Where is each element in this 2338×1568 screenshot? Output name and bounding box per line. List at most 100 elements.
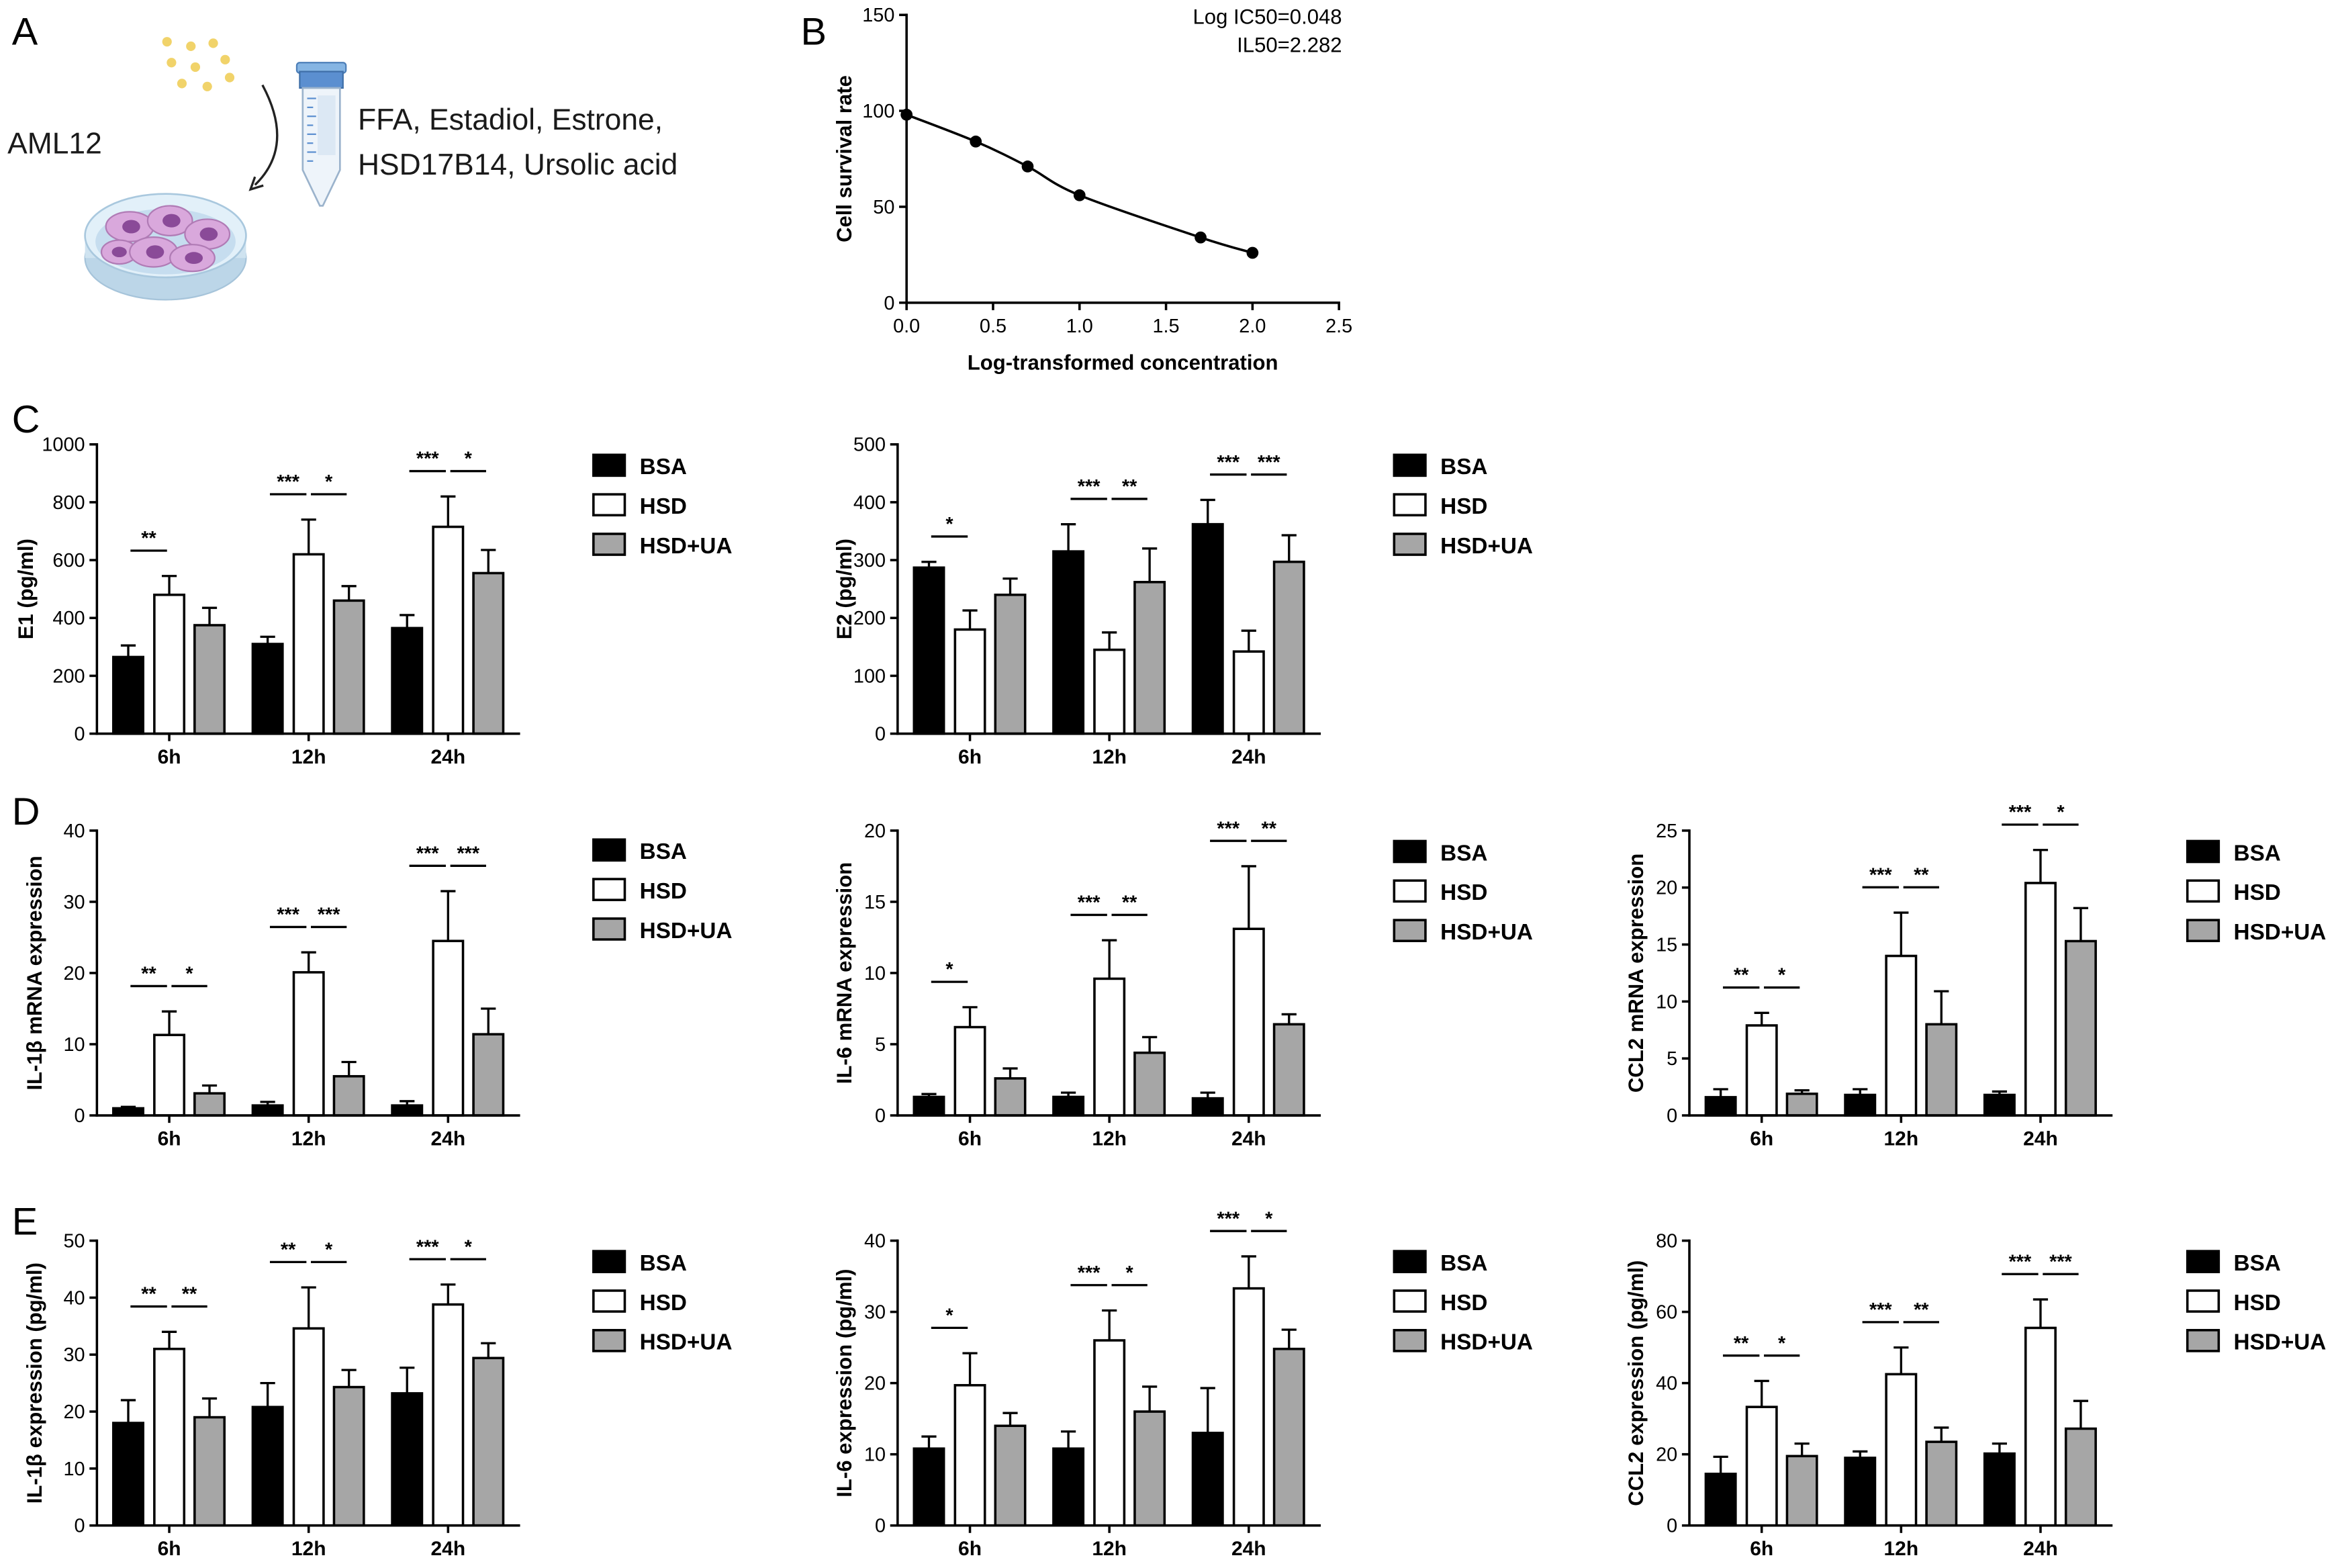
category-label: 12h xyxy=(291,1127,326,1150)
y-tick-label: 400 xyxy=(853,492,886,514)
category-label: 24h xyxy=(431,746,466,768)
bar-hsd-ua-24h xyxy=(2064,1427,2097,1527)
legend: BSA HSD HSD+UA xyxy=(2186,839,2327,945)
category-label: 12h xyxy=(291,1538,326,1560)
y-axis-label: E1 (pg/ml) xyxy=(14,539,38,639)
category-label: 24h xyxy=(2023,1538,2058,1560)
y-tick-label: 15 xyxy=(864,892,886,913)
bar-hsd-ua-24h xyxy=(1272,1347,1305,1527)
y-tick-label: 30 xyxy=(864,1302,886,1324)
significance-label: * xyxy=(465,1236,473,1258)
legend-swatch-hsd-ua xyxy=(1393,919,1427,942)
y-tick-label: 0 xyxy=(1667,1105,1677,1127)
y-tick-label: 600 xyxy=(52,550,85,571)
significance-label: * xyxy=(2057,802,2065,823)
significance-label: ** xyxy=(1122,476,1137,498)
data-point xyxy=(970,135,982,148)
legend-swatch-hsd xyxy=(2186,879,2220,903)
significance-label: *** xyxy=(1217,818,1240,839)
bar-hsd-ua-24h xyxy=(472,571,505,735)
bar-bsa-12h xyxy=(1052,1447,1085,1527)
significance-label: *** xyxy=(2049,1251,2072,1273)
panel-label-e: E xyxy=(12,1201,38,1244)
bar-hsd-12h xyxy=(292,1327,325,1527)
significance-label: * xyxy=(185,964,193,985)
x-tick-label: 2.5 xyxy=(1325,316,1352,337)
fatty-acid-dots-icon xyxy=(162,37,235,91)
y-tick-label: 200 xyxy=(52,665,85,687)
bar-hsd-ua-6h xyxy=(994,593,1027,735)
y-axis-label: IL-6 expression (pg/ml) xyxy=(833,1269,856,1497)
data-point xyxy=(1246,246,1259,259)
fit-annotation: IL50=2.282 xyxy=(1237,34,1342,57)
bar-hsd-ua-12h xyxy=(1133,1051,1166,1117)
y-tick-label: 10 xyxy=(63,1459,85,1480)
y-tick-label: 0 xyxy=(875,724,886,745)
category-label: 6h xyxy=(158,746,181,768)
y-tick-label: 0 xyxy=(875,1105,886,1127)
significance-label: * xyxy=(1778,965,1786,986)
legend-swatch-bsa xyxy=(592,838,626,862)
bar-hsd-24h xyxy=(1232,927,1265,1117)
bar-hsd-ua-6h xyxy=(1785,1093,1818,1117)
legend-swatch-bsa xyxy=(1393,1250,1427,1273)
category-label: 24h xyxy=(1231,746,1266,768)
bar-bsa-12h xyxy=(1052,1095,1085,1117)
y-tick-label: 100 xyxy=(862,101,894,122)
conical-tube-icon xyxy=(295,62,347,207)
significance-label: * xyxy=(1126,1262,1134,1284)
legend: BSA HSD HSD+UA xyxy=(1393,1250,1533,1355)
bar-hsd-6h xyxy=(1745,1405,1778,1527)
y-tick-label: 40 xyxy=(1656,1373,1677,1395)
bar-hsd-ua-12h xyxy=(332,599,365,735)
fit-annotation: Log IC50=0.048 xyxy=(1193,5,1342,29)
significance-label: *** xyxy=(416,843,439,864)
legend: BSA HSD HSD+UA xyxy=(592,838,733,943)
data-point xyxy=(1195,231,1207,244)
category-label: 6h xyxy=(158,1127,181,1150)
significance-label: *** xyxy=(2009,802,2032,823)
bar-hsd-24h xyxy=(2024,882,2057,1117)
significance-label: *** xyxy=(1217,1208,1240,1230)
chart-b-cell-survival: 0 50 100 150 0.0 0.5 1.0 1.5 2.0 2.5 Cell survival… xyxy=(833,5,1352,375)
legend-swatch-hsd xyxy=(1393,1289,1427,1313)
legend-label-bsa: BSA xyxy=(2234,841,2281,866)
y-tick-label: 40 xyxy=(63,1287,85,1309)
panel-label-b: B xyxy=(801,11,827,54)
bar-hsd-6h xyxy=(153,1347,186,1527)
bar-hsd-12h xyxy=(1885,954,1918,1117)
significance-label: *** xyxy=(416,449,439,470)
legend-label-hsd-ua: HSD+UA xyxy=(2234,920,2327,945)
y-tick-label: 40 xyxy=(63,821,85,842)
y-tick-label: 15 xyxy=(1656,935,1677,956)
y-tick-label: 100 xyxy=(853,665,886,687)
bar-bsa-24h xyxy=(1191,522,1224,735)
bar-hsd-ua-12h xyxy=(1925,1023,1958,1117)
category-label: 6h xyxy=(1750,1538,1773,1560)
y-tick-label: 0 xyxy=(884,293,894,314)
bar-bsa-6h xyxy=(1704,1473,1737,1527)
significance-label: *** xyxy=(1078,476,1101,498)
legend: BSA HSD HSD+UA xyxy=(1393,453,1533,559)
category-label: 24h xyxy=(1231,1538,1266,1560)
y-tick-label: 5 xyxy=(875,1034,886,1056)
significance-label: *** xyxy=(1078,1262,1101,1284)
category-label: 6h xyxy=(958,746,982,768)
y-tick-label: 300 xyxy=(853,550,886,571)
significance-label: *** xyxy=(1258,452,1280,473)
y-tick-label: 60 xyxy=(1656,1302,1677,1324)
legend: BSA HSD HSD+UA xyxy=(1393,839,1533,945)
y-tick-label: 800 xyxy=(52,492,85,514)
y-tick-label: 0 xyxy=(75,1105,85,1127)
y-axis-label: IL-1β mRNA expression xyxy=(23,856,46,1090)
y-tick-label: 20 xyxy=(864,1373,886,1395)
bar-bsa-12h xyxy=(251,1104,284,1117)
y-tick-label: 5 xyxy=(1667,1048,1677,1070)
legend-label-bsa: BSA xyxy=(640,455,687,479)
bar-hsd-24h xyxy=(432,525,465,735)
